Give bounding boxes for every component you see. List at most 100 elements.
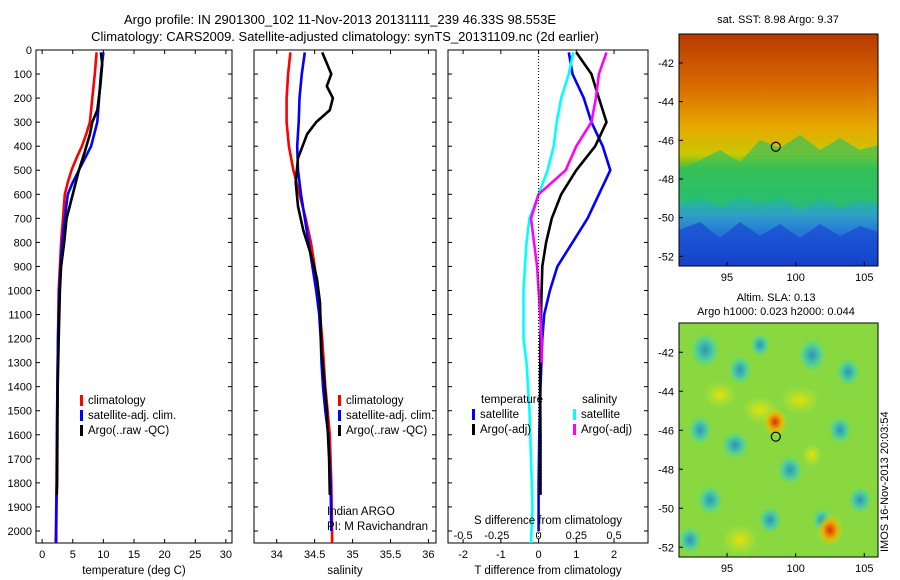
series-line-climatology bbox=[285, 52, 334, 543]
y-tick-label: 200 bbox=[14, 93, 32, 105]
y-tick-label: 1400 bbox=[8, 382, 32, 394]
x-tick-label: 34.5 bbox=[304, 549, 325, 561]
argo-location-marker bbox=[770, 141, 781, 152]
map-y-tick-label: -46 bbox=[658, 135, 674, 147]
map-y-tick-label: -46 bbox=[658, 425, 674, 437]
y-tick-label: 900 bbox=[14, 261, 32, 273]
x-tick-label: 5 bbox=[70, 549, 76, 561]
y-tick-label: 1800 bbox=[8, 478, 32, 490]
argo-location-marker bbox=[770, 431, 781, 442]
x-tick-label: 36 bbox=[422, 549, 434, 561]
sst-front bbox=[679, 135, 878, 210]
legend-label: satellite bbox=[480, 409, 519, 421]
x-tick-label: 1 bbox=[573, 549, 579, 561]
map-x-tick-label: 105 bbox=[855, 563, 873, 575]
credit-stamp: IMOS 16-Nov-2013 20:03:54 bbox=[879, 411, 891, 552]
sla-map-axes: 95 100 105 -42 -44 -46 -48 -50 -52 bbox=[658, 347, 873, 575]
plot-frame bbox=[253, 49, 437, 544]
series-line-temperature-argo-adj- bbox=[538, 51, 608, 495]
y-tick-label: 300 bbox=[14, 117, 32, 129]
legend-swatch bbox=[338, 410, 341, 421]
y-tick-label: 1700 bbox=[8, 454, 32, 466]
series-line-satellite-adj-clim- bbox=[295, 52, 333, 532]
y-tick-label: 600 bbox=[14, 189, 32, 201]
map-y-tick-label: -52 bbox=[658, 542, 674, 554]
map-x-tick-label: 100 bbox=[786, 563, 804, 575]
legend-label: Argo(..raw -QC) bbox=[346, 425, 427, 437]
series-line-salinity-satellite bbox=[522, 52, 575, 544]
map-x-tick-label: 95 bbox=[721, 272, 733, 284]
top-x-axis-label: S difference from climatology bbox=[474, 515, 622, 527]
y-tick-label: 1100 bbox=[8, 310, 32, 322]
legend-label: Argo(-adj) bbox=[480, 424, 531, 436]
map-x-tick-label: 105 bbox=[855, 272, 873, 284]
top-x-tick-label: -0.5 bbox=[454, 530, 473, 542]
x-tick-label: 20 bbox=[159, 549, 171, 561]
map-y-tick-label: -48 bbox=[658, 174, 674, 186]
x-tick-label: 25 bbox=[189, 549, 201, 561]
y-tick-label: 1900 bbox=[8, 502, 32, 514]
map-x-tick-label: 95 bbox=[721, 563, 733, 575]
map-y-tick-label: -44 bbox=[658, 386, 674, 398]
temperature-panel: 0100200300400500600700800900100011001200… bbox=[8, 45, 233, 577]
figure-subtitle: Climatology: CARS2009. Satellite-adjuste… bbox=[91, 29, 599, 44]
y-tick-label: 100 bbox=[14, 69, 32, 81]
map-y-tick-label: -42 bbox=[658, 347, 674, 359]
x-tick-label: 0 bbox=[536, 549, 542, 561]
top-x-tick-label: 0.5 bbox=[606, 530, 621, 542]
x-tick-label: 0 bbox=[39, 549, 45, 561]
sla-map-subtitle: Argo h1000: 0.023 h2000: 0.044 bbox=[697, 306, 855, 318]
series-line-satellite-adj-clim- bbox=[54, 52, 105, 543]
y-tick-label: 1000 bbox=[8, 285, 32, 297]
top-x-tick-label: -0.25 bbox=[484, 530, 509, 542]
sla-eddies bbox=[678, 332, 872, 556]
top-x-tick-label: 0 bbox=[536, 530, 542, 542]
y-tick-label: 500 bbox=[14, 165, 32, 177]
series-line-temperature-satellite bbox=[537, 52, 612, 531]
x-tick-label: 35 bbox=[346, 549, 358, 561]
legend-label: climatology bbox=[346, 395, 404, 407]
series-line-salinity-argo-adj- bbox=[529, 51, 608, 363]
map-y-tick-label: -52 bbox=[658, 251, 674, 263]
sst-map: sat. SST: 8.98 Argo: 9.37 95 100 105 -42 -44… bbox=[658, 14, 879, 284]
x-tick-label: 34 bbox=[271, 549, 283, 561]
y-tick-label: 0 bbox=[26, 45, 32, 57]
map-y-tick-label: -48 bbox=[658, 464, 674, 476]
legend-swatch bbox=[80, 410, 83, 421]
sst-map-title: sat. SST: 8.98 Argo: 9.37 bbox=[717, 14, 839, 26]
plot-frame bbox=[35, 49, 233, 544]
sst-map-axes: 95 100 105 -42 -44 -46 -48 -50 -52 bbox=[658, 58, 873, 284]
map-y-tick-label: -42 bbox=[658, 58, 674, 70]
y-tick-label: 400 bbox=[14, 141, 32, 153]
legend-swatch bbox=[338, 425, 341, 436]
x-tick-label: 15 bbox=[128, 549, 140, 561]
legend-swatch bbox=[338, 395, 341, 406]
x-tick-label: 10 bbox=[97, 549, 109, 561]
sst-cold-water bbox=[679, 222, 878, 266]
y-tick-label: 1200 bbox=[8, 334, 32, 346]
annotation-line: PI: M Ravichandran bbox=[327, 521, 428, 533]
sla-map-frame bbox=[678, 322, 879, 558]
legend-label: satellite-adj. clim. bbox=[88, 410, 176, 422]
x-axis-label: T difference from climatology bbox=[474, 565, 621, 577]
legend-heading: salinity bbox=[582, 394, 617, 406]
annotation-line: Indian ARGO bbox=[327, 506, 395, 518]
legend-label: climatology bbox=[88, 395, 146, 407]
difference-panel: -2 -1 0 1 2 T difference from climatology S di… bbox=[447, 49, 649, 577]
legend-label: Argo(-adj) bbox=[581, 424, 632, 436]
x-tick-label: -1 bbox=[496, 549, 506, 561]
x-axis-label: temperature (deg C) bbox=[82, 565, 186, 577]
top-x-tick-label: 0.25 bbox=[566, 530, 587, 542]
series-line-argo-raw-qc- bbox=[55, 52, 104, 495]
legend-label: Argo(..raw -QC) bbox=[88, 425, 169, 437]
legend-swatch bbox=[573, 409, 576, 420]
map-x-tick-label: 100 bbox=[786, 272, 804, 284]
legend-heading: temperature bbox=[481, 394, 543, 406]
x-tick-label: 35.5 bbox=[380, 549, 401, 561]
legend-swatch bbox=[80, 425, 83, 436]
legend-swatch bbox=[573, 424, 576, 435]
sla-map-title: Altim. SLA: 0.13 bbox=[737, 292, 816, 304]
salinity-panel: 34 34.5 35 35.5 36 salinity climatology satelli… bbox=[253, 49, 437, 577]
series-line-argo-raw-qc- bbox=[294, 51, 335, 495]
